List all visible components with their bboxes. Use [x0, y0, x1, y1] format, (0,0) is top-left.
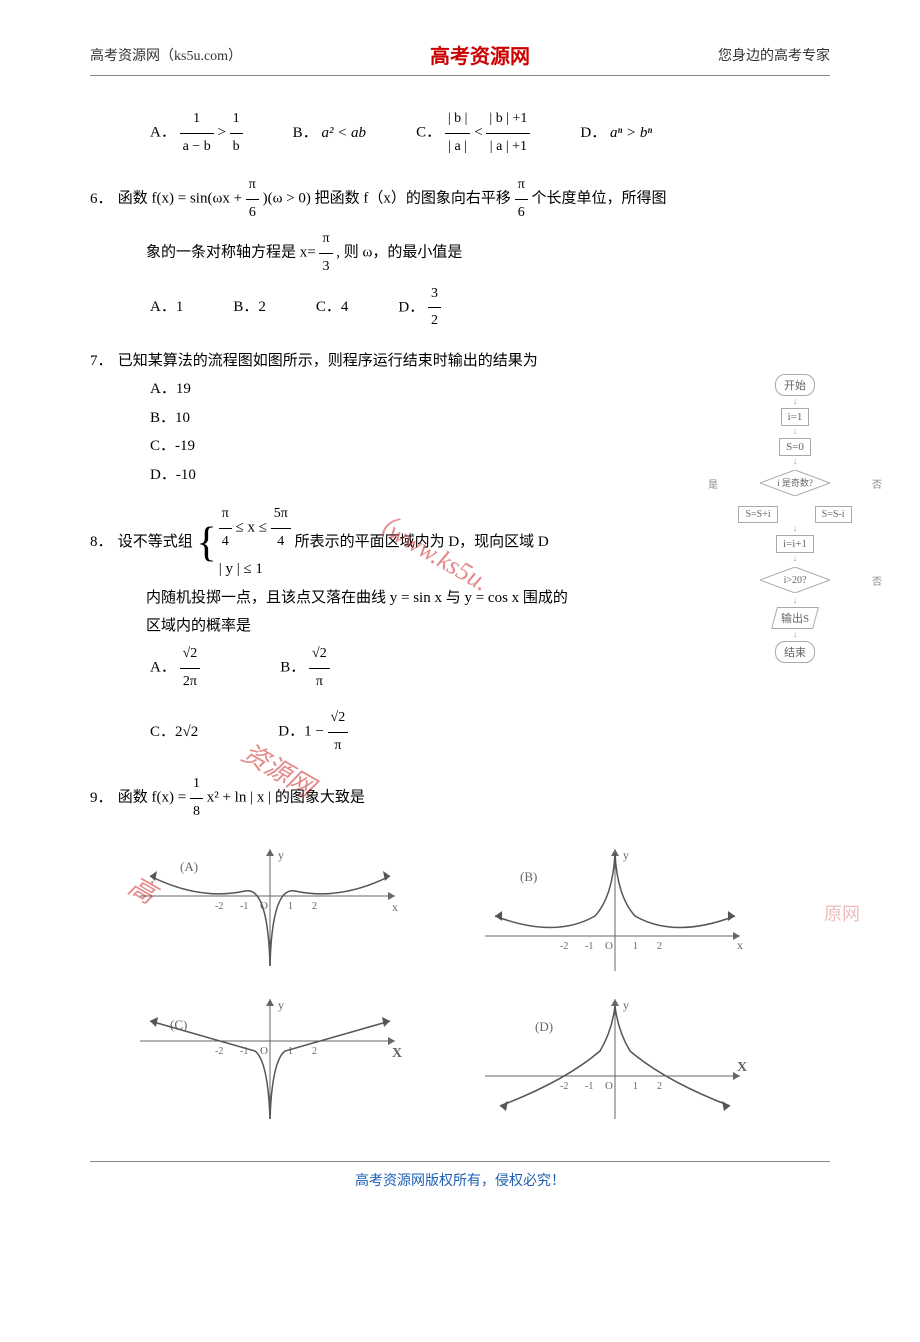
svg-text:-1: -1 [240, 901, 248, 912]
q8-number: 8． [90, 528, 114, 557]
watermark-stamp: 原网 [824, 900, 860, 926]
q8-option-d: D．1 − √2π [278, 705, 348, 759]
svg-text:X: X [392, 1046, 402, 1061]
graph-a: (A) y x O -2 -1 1 2 [130, 841, 445, 981]
fc-decision-odd: i 是奇数? [760, 470, 830, 496]
fc-init-i: i=1 [781, 408, 810, 426]
header-right-text: 您身边的高考专家 [718, 45, 830, 65]
fc-output: 输出S [771, 607, 819, 629]
q8-option-b: B． √2π [280, 641, 329, 695]
q6-option-d: D． 32 [398, 281, 441, 335]
page-footer: 高考资源网版权所有，侵权必究！ [90, 1161, 830, 1190]
svg-text:(D): (D) [535, 1019, 553, 1034]
graph-d: (D) y X O -2 -1 1 2 [475, 991, 790, 1131]
svg-text:-2: -2 [560, 1081, 568, 1092]
svg-text:O: O [260, 1045, 268, 1057]
q6-option-b: B．2 [233, 293, 266, 322]
q7-number: 7． [90, 347, 114, 376]
q5-options-row: A． 1a − b > 1b B． a² < ab C． | b || a | … [90, 106, 830, 160]
q6-option-c: C．4 [316, 293, 349, 322]
graph-c: (C) y X O -2 -1 1 2 [130, 991, 445, 1131]
svg-text:1: 1 [288, 1046, 293, 1057]
svg-text:1: 1 [288, 901, 293, 912]
q6: 6． 函数 f(x) = sin(ωx + π6 )(ω > 0) 把函数 f（… [90, 172, 830, 335]
svg-text:-2: -2 [215, 901, 223, 912]
q5-option-b: B． a² < ab [293, 119, 366, 148]
q8: 8． 设不等式组 { π4 ≤ x ≤ 5π4 | y | ≤ 1 所表示的平面… [90, 501, 830, 759]
svg-text:y: y [278, 848, 284, 862]
q5-option-a: A． 1a − b > 1b [150, 106, 243, 160]
q9-number: 9． [90, 784, 114, 813]
q9: 9． 函数 f(x) = 18 x² + ln | x | 的图象大致是 [90, 771, 830, 825]
svg-text:1: 1 [633, 1081, 638, 1092]
fc-increment: i=i+1 [776, 535, 814, 553]
graph-b: (B) y x O -2 -1 1 2 [475, 841, 790, 981]
fc-branch-sub: S=S-i [815, 506, 852, 523]
svg-text:O: O [605, 940, 613, 952]
svg-text:2: 2 [657, 941, 662, 952]
fc-end: 结束 [775, 641, 815, 663]
q5-option-d: D． aⁿ > bⁿ [580, 119, 652, 148]
svg-text:x: x [737, 938, 743, 952]
q5-option-c: C． | b || a | < | b | +1| a | +1 [416, 106, 530, 160]
svg-text:O: O [605, 1080, 613, 1092]
svg-text:-2: -2 [215, 1046, 223, 1057]
header-left-text: 高考资源网（ks5u.com） [90, 45, 242, 65]
svg-text:y: y [278, 998, 284, 1012]
fc-decision-loop: i>20? [760, 567, 830, 593]
svg-text:(A): (A) [180, 859, 198, 874]
page-header: 高考资源网（ks5u.com） 高考资源网 您身边的高考专家 [90, 40, 830, 76]
fc-start: 开始 [775, 374, 815, 396]
flowchart-diagram: 开始 ↓ i=1 ↓ S=0 ↓ 是 否 i 是奇数? S=S+i S=S-i … [720, 370, 870, 667]
q9-graphs-grid: (A) y x O -2 -1 1 2 (B) y [130, 841, 790, 1131]
q8-option-a: A． √22π [150, 641, 200, 695]
svg-text:X: X [737, 1060, 747, 1075]
fc-branch-add: S=S+i [738, 506, 777, 523]
header-center-logo: 高考资源网 [430, 40, 530, 69]
svg-text:2: 2 [312, 901, 317, 912]
svg-text:2: 2 [657, 1081, 662, 1092]
svg-text:(B): (B) [520, 869, 537, 884]
fc-init-s: S=0 [779, 438, 811, 456]
svg-text:y: y [623, 848, 629, 862]
svg-text:-1: -1 [585, 1081, 593, 1092]
svg-text:-2: -2 [560, 941, 568, 952]
svg-text:y: y [623, 998, 629, 1012]
q7: 7． 已知某算法的流程图如图所示，则程序运行结束时输出的结果为 A．19 B．1… [90, 347, 830, 490]
q6-number: 6． [90, 185, 114, 214]
svg-text:1: 1 [633, 941, 638, 952]
svg-text:-1: -1 [585, 941, 593, 952]
q6-option-a: A．1 [150, 293, 183, 322]
svg-text:x: x [392, 900, 398, 914]
svg-text:2: 2 [312, 1046, 317, 1057]
q8-option-c: C．2√2 [150, 718, 198, 747]
page-container: 高考资源网（ks5u.com） 高考资源网 您身边的高考专家 A． 1a − b… [0, 0, 920, 1342]
